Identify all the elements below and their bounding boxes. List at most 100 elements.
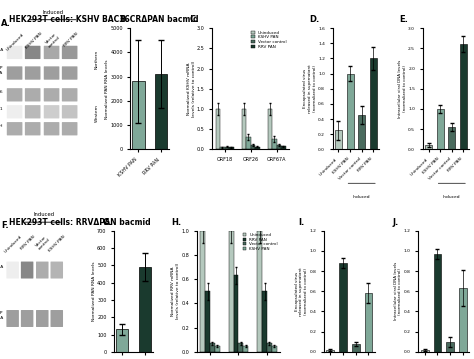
Bar [447, 342, 454, 352]
Text: Uninduced: Uninduced [4, 234, 23, 254]
Bar [220, 147, 225, 149]
FancyBboxPatch shape [51, 262, 63, 279]
Text: RRV PAN: RRV PAN [20, 234, 36, 250]
FancyBboxPatch shape [62, 88, 77, 102]
Y-axis label: Normalized RRV mRNA
levels (relative to control): Normalized RRV mRNA levels (relative to … [171, 263, 180, 320]
Text: RNaseP
RNA: RNaseP RNA [0, 311, 3, 320]
Y-axis label: Encapsulated virus
released in supernatant
(normalized to control): Encapsulated virus released in supernata… [303, 64, 317, 113]
Bar [346, 74, 354, 149]
Text: B.: B. [119, 15, 128, 24]
Bar [251, 145, 255, 149]
Bar [215, 346, 220, 352]
Y-axis label: Encapsulated virus
released in supernatant
(normalized to control): Encapsulated virus released in supernata… [295, 267, 308, 316]
Bar [234, 275, 238, 352]
Text: J.: J. [393, 218, 399, 227]
Bar [139, 267, 151, 352]
Bar [358, 115, 365, 149]
Text: Induced: Induced [43, 10, 64, 15]
FancyBboxPatch shape [25, 122, 40, 135]
Y-axis label: Intracellular viral DNA levels
(normalized to control): Intracellular viral DNA levels (normaliz… [398, 60, 407, 118]
Bar [281, 146, 285, 149]
FancyBboxPatch shape [6, 310, 19, 327]
Text: C.: C. [189, 15, 199, 24]
Text: F.: F. [1, 221, 9, 230]
FancyBboxPatch shape [44, 88, 59, 102]
Bar [255, 146, 260, 149]
Bar [459, 288, 467, 352]
Bar [257, 231, 262, 352]
Bar [437, 109, 444, 149]
Bar [425, 145, 432, 149]
Text: Induced: Induced [353, 195, 371, 199]
Bar [352, 344, 360, 352]
Bar [225, 146, 229, 149]
Text: GAPDH: GAPDH [0, 124, 3, 128]
Bar [434, 254, 441, 352]
Text: H.: H. [172, 218, 182, 227]
Text: PAN RNA: PAN RNA [0, 265, 3, 269]
Bar [277, 145, 281, 149]
Bar [242, 109, 246, 149]
Bar [238, 343, 243, 352]
FancyBboxPatch shape [62, 122, 77, 135]
Bar [246, 137, 251, 149]
Bar [460, 45, 467, 149]
Bar [421, 350, 428, 352]
Text: ORF6: ORF6 [0, 90, 3, 94]
Text: RRV PAN: RRV PAN [63, 32, 79, 48]
Text: Western: Western [95, 104, 99, 122]
FancyBboxPatch shape [7, 66, 22, 80]
FancyBboxPatch shape [25, 105, 40, 118]
FancyBboxPatch shape [21, 262, 33, 279]
FancyBboxPatch shape [44, 122, 59, 135]
FancyBboxPatch shape [36, 310, 48, 327]
Bar [216, 109, 220, 149]
Legend: Uninduced, RRV PAN, Vector control, KSHV PAN: Uninduced, RRV PAN, Vector control, KSHV… [242, 233, 278, 251]
FancyBboxPatch shape [62, 66, 77, 80]
Text: Induced: Induced [443, 195, 461, 199]
Text: E.: E. [400, 15, 408, 24]
Bar [370, 59, 377, 149]
Bar [205, 291, 210, 352]
Bar [448, 127, 456, 149]
Text: A.: A. [0, 19, 10, 28]
Text: KSHV PAN: KSHV PAN [24, 32, 43, 50]
FancyBboxPatch shape [44, 66, 59, 80]
Text: PAN RNA: PAN RNA [0, 48, 3, 52]
Bar [155, 74, 167, 149]
Bar [201, 231, 205, 352]
Text: Northern: Northern [95, 50, 99, 69]
Text: I.: I. [299, 218, 305, 227]
Text: Vector
control: Vector control [44, 32, 61, 48]
Text: KSHV PAN: KSHV PAN [48, 234, 66, 252]
Bar [272, 346, 277, 352]
Text: D.: D. [310, 15, 319, 24]
Y-axis label: Normalized PAN RNA levels: Normalized PAN RNA levels [92, 261, 96, 321]
FancyBboxPatch shape [7, 88, 22, 102]
Bar [210, 343, 215, 352]
Bar [268, 109, 272, 149]
Text: Induced: Induced [33, 212, 54, 217]
Bar [229, 231, 234, 352]
Text: Vector
control: Vector control [35, 234, 51, 251]
FancyBboxPatch shape [6, 262, 19, 279]
Bar [335, 130, 342, 149]
Y-axis label: Normalized PAN RNA levels: Normalized PAN RNA levels [105, 59, 109, 118]
FancyBboxPatch shape [36, 262, 48, 279]
FancyBboxPatch shape [7, 46, 22, 59]
FancyBboxPatch shape [21, 310, 33, 327]
FancyBboxPatch shape [7, 105, 22, 118]
Text: Uninduced: Uninduced [6, 32, 25, 51]
FancyBboxPatch shape [44, 46, 59, 59]
Y-axis label: Intracellular viral DNA levels
(normalized to control): Intracellular viral DNA levels (normaliz… [394, 262, 402, 320]
Bar [365, 293, 372, 352]
Bar [267, 343, 272, 352]
Bar [132, 81, 145, 149]
Bar [272, 139, 277, 149]
FancyBboxPatch shape [25, 88, 40, 102]
Text: HEK293T cells: RRVΔPAN bacmid: HEK293T cells: RRVΔPAN bacmid [9, 218, 151, 227]
Bar [116, 329, 128, 352]
Text: K8.1: K8.1 [0, 107, 3, 111]
FancyBboxPatch shape [25, 66, 40, 80]
FancyBboxPatch shape [44, 105, 59, 118]
